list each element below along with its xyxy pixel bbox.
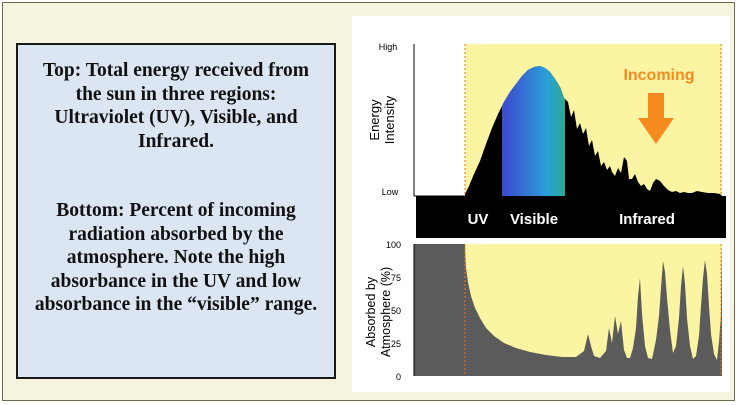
band-infrared-label: Infrared: [619, 211, 675, 228]
energy-axis-title-line2: Intensity: [382, 95, 397, 144]
bottom-description: Bottom: Percent of incoming radiation ab…: [34, 200, 318, 315]
absorption-area: [414, 244, 722, 376]
figure-svg: High Low Energy Intensity Incoming UV Vi…: [364, 42, 726, 382]
band-visible-label: Visible: [510, 211, 558, 228]
y-high-label: High: [379, 42, 398, 52]
top-description: Top: Total energy received from the sun …: [42, 60, 310, 152]
band-uv-label: UV: [468, 211, 489, 228]
incoming-label: Incoming: [623, 67, 694, 84]
visible-spectrum-colors: [502, 66, 565, 196]
energy-axis-title-line1: Energy: [367, 99, 382, 141]
tick-0: 0: [396, 372, 401, 382]
absorbed-axis-title-line1: Absorbed by: [364, 276, 378, 347]
tick-100: 100: [386, 240, 401, 250]
wavelength-band: [416, 196, 726, 238]
incoming-arrow: [638, 93, 674, 144]
energy-axis-title: Energy Intensity: [367, 95, 397, 144]
description-box: Top: Total energy received from the sun …: [16, 43, 336, 379]
tick-75: 75: [391, 273, 401, 283]
solar-radiation-figure: High Low Energy Intensity Incoming UV Vi…: [352, 16, 730, 392]
y-low-label: Low: [382, 187, 399, 197]
absorbed-axis-title: Absorbed by Atmosphere (%): [364, 267, 393, 357]
absorbed-axis-title-line2: Atmosphere (%): [379, 267, 393, 357]
tick-50: 50: [391, 306, 401, 316]
tick-25: 25: [391, 339, 401, 349]
